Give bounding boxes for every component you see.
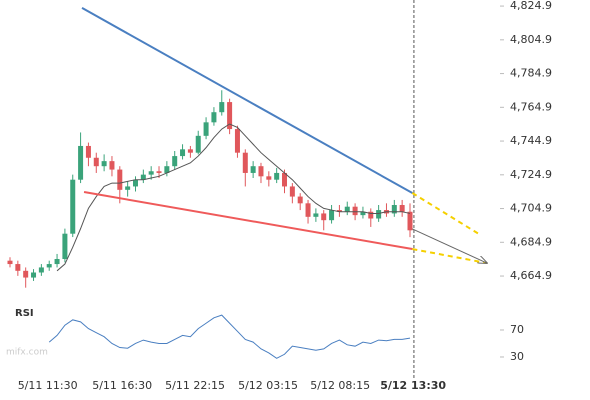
- candle-body: [156, 171, 162, 173]
- candle-body: [180, 149, 186, 157]
- candle-body: [391, 205, 397, 214]
- rsi-line: [48, 314, 411, 359]
- y-tick-label: 4,804.9: [510, 33, 552, 46]
- candle-body: [31, 272, 37, 278]
- rsi-label: RSI: [15, 308, 34, 319]
- candle-body: [164, 166, 170, 173]
- y-tick-label: 4,764.9: [510, 100, 552, 113]
- x-tick-label: 5/12 03:15: [238, 379, 298, 392]
- candle-body: [266, 176, 272, 180]
- candle-body: [219, 102, 225, 113]
- candle-body: [203, 122, 209, 136]
- candle-body: [360, 211, 366, 216]
- watermark: mifx.com: [6, 348, 48, 358]
- candle-body: [407, 211, 413, 231]
- candle-body: [329, 210, 335, 221]
- candle-body: [368, 211, 374, 219]
- candle-body: [344, 206, 350, 212]
- y-tick-label: 4,724.9: [510, 168, 552, 181]
- trendline: [81, 7, 413, 194]
- x-tick-label: 5/12 13:30: [380, 379, 446, 392]
- trendline: [412, 248, 488, 265]
- candle-body: [132, 179, 138, 187]
- candle-body: [85, 145, 91, 158]
- candle-body: [297, 196, 303, 204]
- candle-body: [172, 156, 178, 167]
- x-tick-label: 5/11 11:30: [18, 379, 78, 392]
- x-tick-label: 5/11 22:15: [165, 379, 225, 392]
- candle-body: [125, 186, 131, 190]
- candle-body: [78, 145, 84, 180]
- candle-body: [70, 179, 76, 234]
- candle-body: [376, 210, 382, 219]
- candle-body: [399, 205, 405, 212]
- candle-body: [7, 260, 13, 265]
- trendline: [83, 191, 413, 251]
- candle-body: [234, 129, 240, 153]
- candle-body: [313, 213, 319, 217]
- y-tick-label: 4,744.9: [510, 134, 552, 147]
- y-tick-label: 4,824.9: [510, 0, 552, 12]
- candle-body: [117, 169, 123, 190]
- candle-body: [305, 203, 311, 217]
- rsi-tick-label: 70: [510, 323, 524, 336]
- candle-body: [38, 267, 44, 273]
- candle-body: [109, 161, 115, 170]
- candle-body: [282, 172, 288, 187]
- candle-body: [250, 166, 256, 173]
- y-tick-label: 4,684.9: [510, 235, 552, 248]
- candle-body: [352, 206, 358, 216]
- candle-body: [54, 258, 60, 265]
- candle-body: [289, 186, 295, 197]
- candle-body: [140, 174, 146, 180]
- candle-body: [62, 233, 68, 259]
- candle-body: [211, 112, 217, 123]
- candle-body: [227, 102, 233, 130]
- y-tick-label: 4,784.9: [510, 67, 552, 80]
- candle-body: [336, 210, 342, 212]
- candle-body: [93, 157, 99, 167]
- candle-body: [321, 213, 327, 221]
- candle-body: [101, 161, 107, 167]
- x-tick-label: 5/12 08:15: [310, 379, 370, 392]
- candle-body: [242, 152, 248, 173]
- candle-body: [148, 171, 154, 175]
- trendline: [412, 228, 487, 263]
- candle-body: [258, 166, 264, 177]
- candle-body: [23, 270, 29, 278]
- candle-body: [187, 149, 193, 153]
- x-tick-label: 5/11 16:30: [92, 379, 152, 392]
- rsi-tick-label: 30: [510, 350, 524, 363]
- candle-body: [15, 264, 21, 271]
- trendline: [411, 192, 482, 236]
- candle-body: [195, 135, 201, 153]
- candle-body: [274, 172, 280, 180]
- moving-average: [56, 123, 411, 272]
- y-tick-label: 4,664.9: [510, 269, 552, 282]
- candle-body: [46, 264, 52, 268]
- y-tick-label: 4,704.9: [510, 202, 552, 215]
